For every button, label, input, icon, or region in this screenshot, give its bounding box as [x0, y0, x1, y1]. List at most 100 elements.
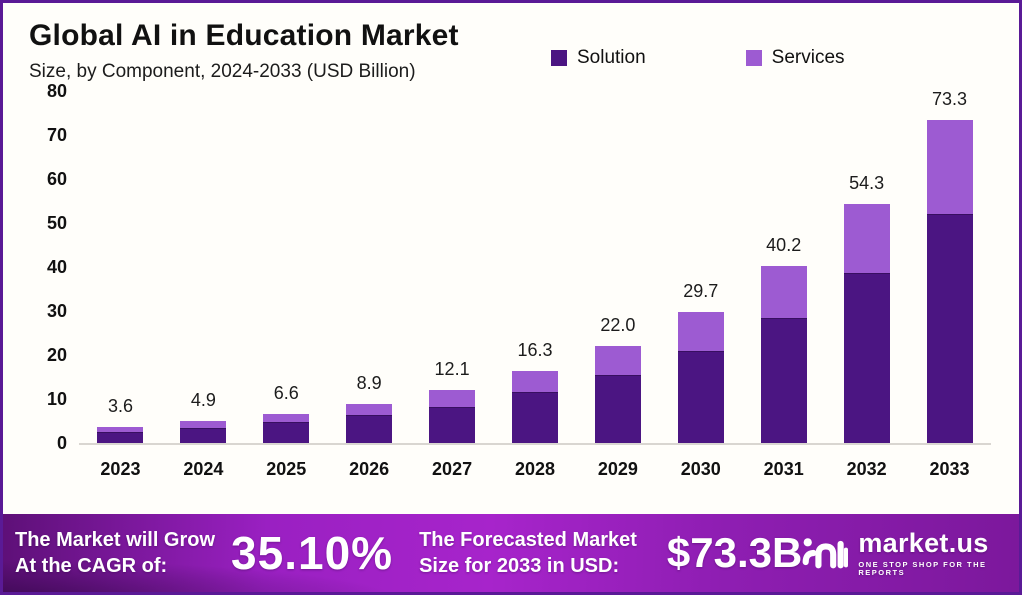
bar-stack [429, 389, 476, 443]
bar-stack [594, 346, 641, 443]
stacked-bar-chart: 0 10 20 30 40 50 60 70 80 3.6 4.9 6.6 8.9 12.1 16.3 22… [29, 81, 991, 480]
bar-total-label: 29.7 [683, 281, 719, 302]
bar-stack [760, 266, 807, 443]
bar-total-label: 12.1 [434, 358, 470, 379]
y-tick-label: 30 [46, 301, 67, 321]
brand-text: market.us ONE STOP SHOP FOR THE REPORTS [858, 530, 995, 576]
bar-segment-solution [346, 415, 393, 443]
legend-label: Solution [577, 47, 646, 68]
cagr-caption-line1: The Market will Grow [15, 528, 216, 551]
x-tick-label: 2029 [597, 459, 638, 479]
bar-segment-solution [511, 392, 558, 443]
legend-label: Services [771, 47, 845, 68]
cagr-value: 35.10% [231, 527, 394, 579]
bar-total-label: 6.6 [273, 382, 299, 403]
bar-segment-solution [180, 427, 227, 443]
y-tick-label: 20 [46, 345, 67, 365]
brand-logo: market.us ONE STOP SHOP FOR THE REPORTS [802, 530, 995, 576]
brand-tagline: ONE STOP SHOP FOR THE REPORTS [858, 560, 987, 577]
y-tick-label: 80 [46, 81, 67, 101]
x-tick-label: 2030 [680, 459, 721, 479]
bar-segment-solution [843, 273, 890, 443]
bar-segment-services [926, 120, 973, 215]
bar-group-2028: 16.3 [494, 340, 577, 443]
bar-group-2030: 29.7 [659, 281, 742, 443]
bar-total-label: 8.9 [356, 372, 382, 393]
bar-segment-services [97, 427, 144, 432]
x-tick-label: 2032 [846, 459, 887, 479]
bar-group-2024: 4.9 [162, 390, 245, 443]
bar-total-label: 4.9 [190, 390, 216, 411]
bar-stack [511, 371, 558, 443]
x-tick-label: 2024 [183, 459, 224, 479]
forecast-caption-line2: Size for 2033 in USD: [419, 555, 620, 577]
bar-group-2029: 22.0 [576, 315, 659, 443]
bar-segment-services [760, 266, 807, 319]
x-tick-label: 2031 [763, 459, 804, 479]
bar-segment-solution [594, 374, 641, 443]
bar-total-label: 73.3 [931, 89, 968, 110]
bar-segment-services [429, 389, 476, 407]
bar-segment-services [677, 312, 724, 351]
forecast-caption-line1: The Forecasted Market [419, 528, 637, 551]
legend-swatch-icon [745, 50, 762, 66]
bar-segment-services [263, 413, 310, 423]
x-tick-label: 2033 [929, 459, 970, 479]
legend-swatch-icon [551, 50, 567, 66]
x-tick-label: 2026 [349, 459, 390, 479]
bar-segment-solution [429, 406, 476, 443]
bar-segment-solution [97, 431, 144, 443]
bar-stack [180, 421, 227, 443]
forecast-value: $73.3B [666, 529, 803, 576]
page-title: Global AI in Education Market [29, 19, 459, 52]
brand-name: market.us [858, 528, 989, 558]
bar-total-label: 16.3 [517, 340, 553, 361]
bar-total-label: 3.6 [107, 396, 133, 417]
bar-total-label: 22.0 [600, 315, 636, 336]
bar-segment-services [346, 403, 393, 416]
bar-segment-services [843, 204, 890, 274]
bar-segment-solution [926, 214, 973, 443]
bar-stack [926, 120, 973, 443]
bar-stack [263, 413, 310, 443]
bar-segment-services [511, 371, 558, 393]
bars-row: 3.6 4.9 6.6 8.9 12.1 16.3 22.0 29.7 40.2 54.3 73.3 [79, 89, 991, 443]
bar-segment-solution [677, 350, 724, 443]
bar-group-2026: 8.9 [328, 373, 411, 443]
x-tick-label: 2023 [100, 459, 141, 479]
y-tick-label: 70 [46, 125, 67, 145]
footer-banner: The Market will Grow At the CAGR of: 35.… [3, 514, 1019, 592]
page-subtitle: Size, by Component, 2024-2033 (USD Billi… [29, 61, 416, 82]
bar-stack [843, 204, 890, 443]
bar-segment-solution [263, 422, 310, 443]
y-tick-label: 60 [46, 169, 67, 189]
bar-total-label: 40.2 [766, 235, 802, 256]
y-tick-label: 10 [46, 389, 67, 409]
plot-area: 0 10 20 30 40 50 60 70 80 3.6 4.9 6.6 8.9 12.1 16.3 22… [47, 81, 991, 453]
x-tick-label: 2028 [514, 459, 555, 479]
bar-stack [677, 312, 724, 443]
legend-item-solution: Solution [551, 47, 646, 69]
legend: Solution Services [551, 47, 845, 69]
bar-group-2031: 40.2 [742, 235, 825, 443]
market-us-logo-icon [802, 533, 849, 573]
bar-group-2023: 3.6 [79, 396, 162, 443]
y-tick-label: 50 [46, 213, 67, 233]
y-tick-label: 40 [46, 257, 67, 277]
legend-item-services: Services [745, 47, 845, 69]
cagr-caption-line2: At the CAGR of: [15, 555, 168, 577]
bar-total-label: 54.3 [849, 173, 885, 194]
bar-group-2033: 73.3 [908, 89, 991, 443]
bar-group-2025: 6.6 [245, 383, 328, 443]
bar-segment-services [180, 421, 227, 428]
x-axis: 2023 2024 2025 2026 2027 2028 2029 2030 2031 2032… [79, 445, 991, 480]
bar-group-2032: 54.3 [825, 173, 908, 443]
bar-stack [97, 427, 144, 443]
bar-segment-services [594, 346, 641, 375]
bar-stack [346, 403, 393, 443]
bar-group-2027: 12.1 [411, 359, 494, 443]
y-tick-label: 0 [56, 433, 67, 453]
forecast-caption: The Forecasted Market Size for 2033 in U… [419, 527, 637, 580]
x-tick-label: 2025 [266, 459, 307, 479]
